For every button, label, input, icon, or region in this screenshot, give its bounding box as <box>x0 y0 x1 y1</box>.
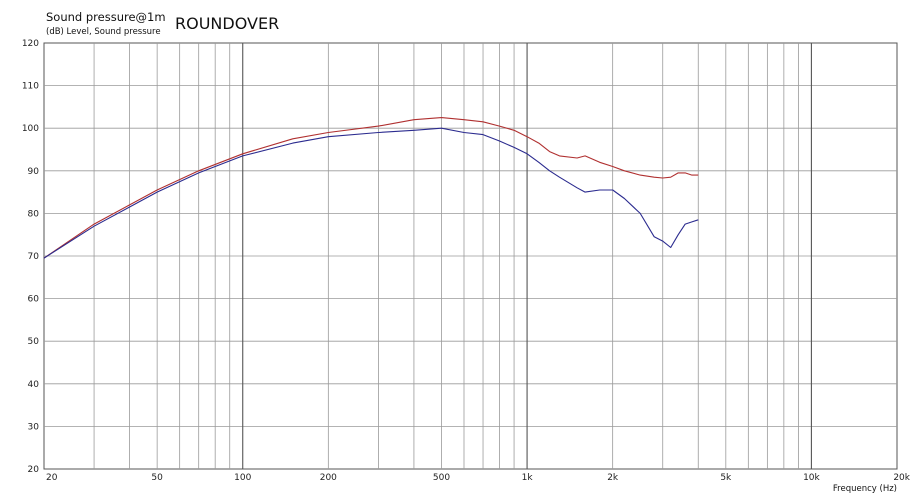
y-tick-label: 50 <box>28 337 40 347</box>
y-tick-label: 90 <box>28 167 40 177</box>
x-tick-label: 20 <box>46 473 58 483</box>
x-axis-title: Frequency (Hz) <box>833 484 897 494</box>
y-tick-label: 120 <box>22 39 39 49</box>
series-line-2 <box>43 127 699 259</box>
grid <box>44 43 897 469</box>
x-tick-label: 20k <box>893 473 910 483</box>
x-tick-label: 2k <box>607 473 619 483</box>
y-tick-label: 60 <box>28 295 40 305</box>
x-tick-label: 500 <box>433 473 450 483</box>
y-tick-label: 70 <box>28 252 40 262</box>
x-tick-label: 50 <box>151 473 163 483</box>
x-tick-label: 100 <box>234 473 251 483</box>
y-tick-label: 30 <box>28 422 40 432</box>
y-tick-label: 40 <box>28 380 40 390</box>
x-tick-label: 10k <box>803 473 820 483</box>
y-tick-labels: 20 30 40 50 60 70 80 90 100 110 120 <box>22 39 39 475</box>
x-tick-label: 5k <box>720 473 732 483</box>
series-line-1 <box>43 117 699 259</box>
chart-title: ROUNDOVER <box>175 14 279 33</box>
y-axis-unit: (dB) Level, Sound pressure <box>46 27 161 37</box>
y-tick-label: 20 <box>28 465 40 475</box>
x-tick-labels: 20 50 100 200 500 1k 2k 5k 10k 20k <box>46 473 911 483</box>
x-tick-label: 200 <box>320 473 337 483</box>
series-lines <box>43 117 699 259</box>
y-tick-label: 100 <box>22 124 39 134</box>
y-tick-label: 110 <box>22 82 39 92</box>
y-tick-label: 80 <box>28 209 40 219</box>
y-axis-title: Sound pressure@1m <box>46 10 166 24</box>
x-tick-label: 1k <box>522 473 534 483</box>
